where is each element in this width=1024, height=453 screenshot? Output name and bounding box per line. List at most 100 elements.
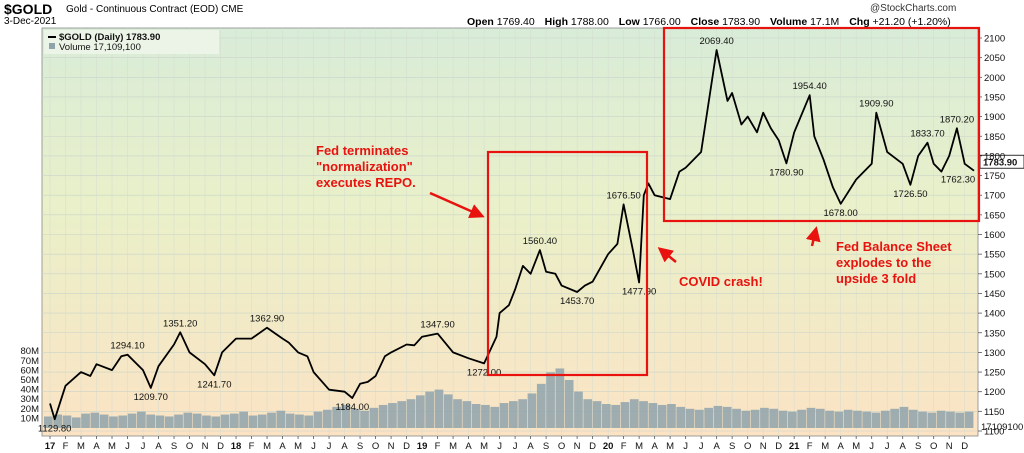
volume-bar: [62, 415, 72, 428]
volume-tick-label: 70M: [21, 356, 40, 367]
annotation-line: "normalization": [316, 159, 413, 174]
point-label: 1272.00: [467, 367, 501, 378]
volume-tick-label: 80M: [21, 346, 40, 357]
chart-symbol: $GOLD: [4, 1, 53, 17]
y-tick-label: 1200: [984, 387, 1005, 398]
plot-background: [41, 27, 979, 437]
volume-bar: [239, 411, 248, 428]
legend-price: $GOLD (Daily) 1783.90: [59, 32, 160, 43]
volume-bar: [146, 414, 155, 428]
x-tick-label: N: [946, 441, 953, 452]
x-tick-label: J: [141, 441, 146, 452]
volume-bar: [574, 391, 583, 428]
x-tick-label: N: [202, 441, 209, 452]
x-tick-label: D: [403, 441, 410, 452]
volume-bar: [276, 410, 286, 428]
x-tick-label: M: [480, 441, 488, 452]
x-tick-label: M: [108, 441, 116, 452]
volume-bar: [53, 414, 62, 428]
point-label: 1676.50: [606, 190, 640, 201]
y-tick-label: 2050: [984, 53, 1005, 64]
volume-bar: [592, 401, 602, 428]
point-label: 1351.20: [163, 318, 197, 329]
volume-bar: [685, 408, 695, 428]
point-label: 1362.90: [250, 314, 284, 325]
x-tick-label: J: [497, 441, 502, 452]
x-tick-label: F: [621, 441, 627, 452]
ohlc-value: 1769.40: [496, 16, 535, 28]
y-tick-label: 1300: [984, 348, 1005, 359]
chart-date: 3-Dec-2021: [4, 16, 57, 27]
y-axis-price: 1100 1150 1200 1250 1300 1350 1400 1450 1500 1550…: [978, 34, 1005, 438]
volume-bar: [564, 380, 574, 428]
point-label: 1477.90: [622, 286, 656, 297]
volume-bar: [462, 401, 472, 428]
volume-bar: [453, 399, 462, 428]
volume-bar: [853, 410, 862, 428]
covid-arrow: [657, 247, 677, 263]
volume-bar: [862, 411, 872, 428]
y-tick-label: 1700: [984, 191, 1005, 202]
y-tick-label: 1600: [984, 230, 1005, 241]
point-label: 1762.30: [941, 175, 975, 186]
x-tick-label: J: [311, 441, 316, 452]
x-tick-label: 19: [417, 441, 428, 452]
volume-bar: [369, 407, 379, 428]
volume-bar: [360, 410, 369, 428]
annotation-line: Fed terminates: [316, 143, 408, 158]
x-tick-label: J: [513, 441, 518, 452]
x-tick-label: O: [744, 441, 751, 452]
point-label: 1209.70: [134, 392, 168, 403]
x-tick-label: O: [558, 441, 565, 452]
volume-tick-label: 40M: [21, 385, 40, 396]
y-tick-label: 1450: [984, 289, 1005, 300]
volume-bar: [741, 410, 751, 428]
x-tick-label: A: [93, 441, 100, 452]
price-series: 1783.90: [49, 49, 1024, 421]
volume-bar: [899, 406, 909, 428]
x-tick-label: S: [915, 441, 921, 452]
repo-box: [486, 150, 649, 377]
point-label: 1184.00: [335, 402, 369, 413]
x-tick-label: M: [821, 441, 829, 452]
volume-bar: [388, 403, 397, 428]
annotation-line: Fed Balance Sheet: [836, 239, 952, 254]
point-label: 1129.80: [38, 423, 72, 434]
y-tick-label: 1850: [984, 132, 1005, 143]
volume-bar: [825, 410, 834, 428]
volume-bar: [620, 402, 630, 428]
volume-tick-label: 10M: [21, 413, 40, 424]
point-labels: 1129.80 1294.10 1209.70 1351.20 1241.70 1362.…: [38, 36, 975, 434]
ohlc-key: Close: [690, 16, 720, 28]
y-tick-label: 2100: [984, 34, 1005, 45]
x-tick-label: 18: [231, 441, 242, 452]
volume-bar: [295, 414, 304, 428]
volume-bar: [490, 406, 500, 428]
x-tick-label: F: [435, 441, 441, 452]
volume-bar: [964, 411, 974, 428]
volume-bar: [118, 415, 128, 428]
volume-bar: [750, 409, 760, 428]
volume-bar: [788, 411, 797, 428]
volume-bar: [164, 416, 174, 428]
x-tick-label: M: [263, 441, 271, 452]
x-tick-label: M: [635, 441, 643, 452]
price-line: [49, 49, 975, 421]
volume-bar: [481, 404, 490, 428]
x-tick-label: A: [279, 441, 286, 452]
volume-bar: [713, 405, 723, 428]
volume-bar: [629, 399, 639, 428]
y-tick-label: 1950: [984, 92, 1005, 103]
annotation-boxes: [486, 26, 981, 377]
x-tick-label: A: [527, 441, 534, 452]
x-tick-label: A: [900, 441, 907, 452]
y-tick-label: 1650: [984, 210, 1005, 221]
y-tick-label: 1400: [984, 309, 1005, 320]
x-tick-label: F: [63, 441, 69, 452]
volume-bar: [760, 407, 769, 428]
volume-bar: [90, 412, 100, 428]
ohlc-key: Volume: [770, 16, 808, 28]
x-tick-label: O: [930, 441, 937, 452]
x-tick-label: D: [961, 441, 968, 452]
